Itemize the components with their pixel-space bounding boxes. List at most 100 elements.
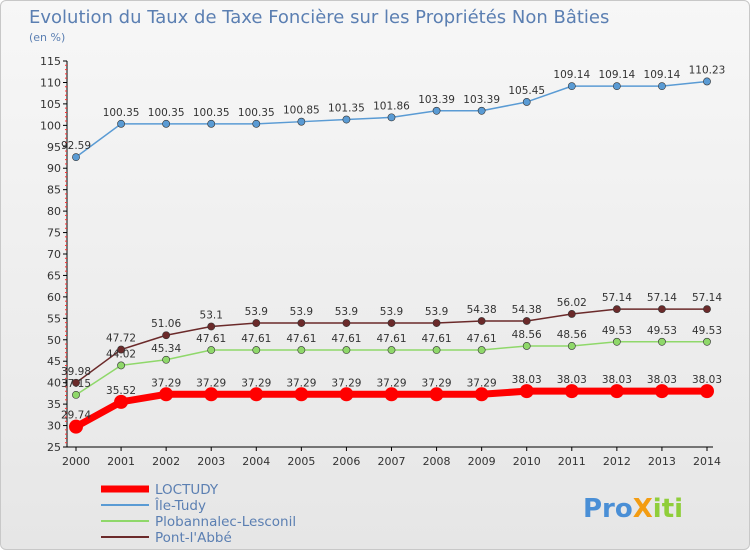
data-point — [162, 119, 171, 128]
data-label: 38.03 — [602, 374, 632, 386]
data-label: 109.14 — [644, 69, 681, 81]
data-label: 53.1 — [200, 309, 223, 321]
legend-label: LOCTUDY — [155, 482, 219, 498]
data-label: 101.86 — [373, 100, 410, 112]
x-tick-label: 2000 — [62, 455, 90, 468]
data-label: 38.03 — [557, 374, 587, 386]
x-tick-label: 2014 — [693, 455, 721, 468]
data-label: 48.56 — [557, 329, 587, 341]
data-label: 57.14 — [692, 292, 722, 304]
data-point — [117, 119, 125, 128]
data-point — [432, 319, 441, 327]
x-tick-label: 2003 — [197, 455, 225, 468]
data-label: 100.35 — [238, 107, 275, 119]
x-tick-label: 2002 — [152, 455, 180, 468]
data-label: 54.38 — [512, 304, 542, 316]
x-tick-label: 2013 — [648, 455, 676, 468]
data-point — [297, 117, 306, 126]
data-point — [252, 346, 261, 354]
series-0: 29.74 35.52 37.29 37.29 37.29 37.29 37.29 37.29… — [61, 374, 722, 434]
legend-label: Île-Tudy — [154, 496, 206, 514]
data-point — [522, 342, 531, 350]
x-tick-label: 2005 — [287, 455, 315, 468]
data-point — [294, 387, 309, 402]
plot-area: 92.59 100.35 100.35 100.35 100.35 100.85 101.3… — [61, 64, 726, 434]
logo-part-x: X — [633, 494, 653, 524]
data-label: 37.29 — [286, 377, 316, 389]
data-point — [204, 387, 219, 402]
data-label: 57.14 — [602, 292, 632, 304]
x-tick-label: 2008 — [423, 455, 451, 468]
data-point — [207, 322, 216, 331]
data-label: 109.14 — [553, 69, 590, 81]
data-point — [72, 153, 80, 162]
data-point — [114, 394, 129, 409]
data-point — [339, 387, 354, 402]
y-tick-label: 100 — [40, 119, 61, 132]
data-point — [474, 387, 489, 402]
data-point — [432, 346, 441, 354]
x-tick-label: 2004 — [242, 455, 270, 468]
chart-title: Evolution du Taux de Taxe Foncière sur l… — [29, 7, 609, 28]
data-label: 37.15 — [61, 378, 91, 390]
x-tick-label: 2011 — [558, 455, 586, 468]
data-point — [207, 119, 216, 128]
data-point — [477, 106, 486, 115]
data-label: 54.38 — [467, 304, 497, 316]
data-label: 103.39 — [463, 94, 500, 106]
data-label: 105.45 — [508, 85, 545, 97]
x-tick-label: 2001 — [107, 455, 135, 468]
data-point — [159, 387, 174, 402]
data-point — [69, 419, 83, 434]
data-label: 47.72 — [106, 333, 136, 345]
data-point — [432, 106, 441, 115]
data-point — [387, 346, 396, 354]
data-point — [117, 361, 125, 370]
data-point — [658, 305, 666, 314]
data-point — [477, 317, 486, 325]
data-point — [117, 345, 125, 354]
data-label: 109.14 — [598, 69, 635, 81]
data-label: 37.29 — [241, 377, 271, 389]
y-tick-label: 105 — [40, 98, 61, 111]
data-label: 47.61 — [376, 333, 406, 345]
data-label: 37.29 — [196, 377, 226, 389]
y-tick-label: 55 — [47, 312, 61, 325]
data-label: 110.23 — [689, 64, 726, 76]
x-tick-label: 2012 — [603, 455, 631, 468]
y-tick-label: 80 — [47, 205, 61, 218]
data-point — [564, 384, 579, 399]
data-point — [429, 387, 444, 402]
data-point — [567, 342, 576, 350]
data-point — [700, 384, 714, 399]
y-tick-label: 70 — [47, 248, 61, 261]
data-point — [384, 387, 399, 402]
data-label: 53.9 — [380, 306, 403, 318]
legend-label: Pont-l'Abbé — [155, 530, 232, 546]
chart-subtitle: (en %) — [29, 31, 65, 44]
data-label: 37.29 — [422, 377, 452, 389]
y-tick-label: 65 — [47, 269, 61, 282]
data-label: 101.35 — [328, 103, 365, 115]
data-point — [612, 82, 621, 91]
data-point — [252, 319, 261, 327]
data-label: 47.61 — [422, 333, 452, 345]
data-point — [387, 113, 396, 122]
x-tick-label: 2009 — [468, 455, 496, 468]
data-point — [658, 82, 666, 91]
data-label: 100.35 — [103, 107, 140, 119]
legend-label: Plobannalec-Lesconil — [155, 514, 296, 530]
series-3: 39.98 47.72 51.06 53.1 53.9 53.9 53.9 53.9 53.9 5… — [61, 292, 722, 387]
y-tick-label: 110 — [40, 76, 61, 89]
y-tick-label: 40 — [47, 377, 61, 390]
data-label: 47.61 — [286, 333, 316, 345]
data-point — [567, 310, 576, 318]
data-label: 49.53 — [602, 325, 632, 337]
y-tick-label: 85 — [47, 184, 61, 197]
data-label: 103.39 — [418, 94, 455, 106]
data-label: 37.29 — [151, 377, 181, 389]
y-tick-label: 60 — [47, 291, 61, 304]
data-label: 100.85 — [283, 105, 320, 117]
legend: LOCTUDYÎle-TudyPlobannalec-LesconilPont-… — [101, 482, 296, 546]
